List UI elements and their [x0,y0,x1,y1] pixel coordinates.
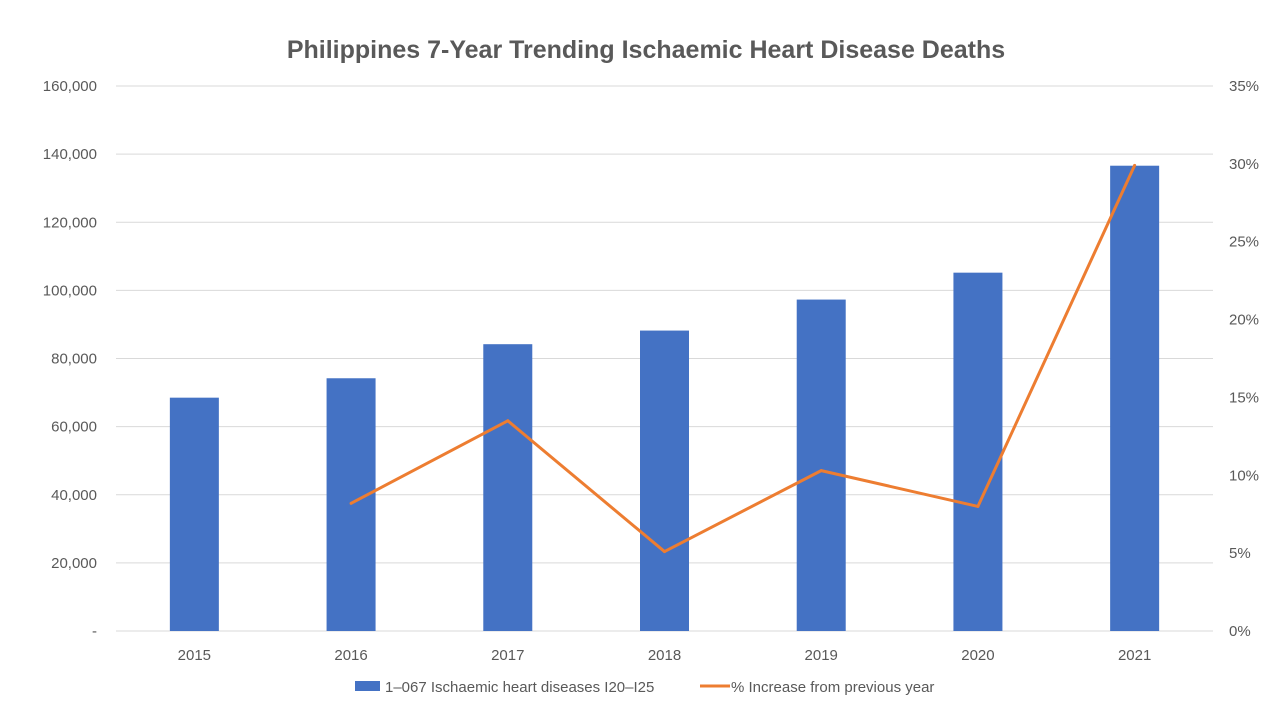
y-right-tick-label: 10% [1229,467,1259,484]
x-tick-label: 2017 [491,647,524,664]
x-tick-label: 2021 [1118,647,1151,664]
y-right-tick-label: 25% [1229,234,1259,251]
y-axis-right: 0% 5% 10% 15% 20% 25% 30% 35% [1229,78,1259,640]
y-left-tick-label: 20,000 [51,555,97,572]
chart-title: Philippines 7-Year Trending Ischaemic He… [287,36,1005,64]
y-axis-left: - 20,000 40,000 60,000 80,000 100,000 120,000 1… [43,78,97,640]
bar [483,344,533,631]
y-left-tick-label: 120,000 [43,214,97,231]
legend-swatch-bars [355,681,380,691]
y-left-tick-label: 80,000 [51,351,97,368]
y-right-tick-label: 20% [1229,312,1259,329]
x-tick-label: 2015 [178,647,211,664]
y-right-tick-label: 5% [1229,545,1251,562]
bar [640,330,689,631]
x-tick-label: 2019 [805,647,838,664]
x-tick-label: 2018 [648,647,681,664]
line-series [349,163,1137,554]
y-left-tick-label: 100,000 [43,282,97,299]
x-tick-label: 2020 [961,647,994,664]
y-right-tick-label: 0% [1229,623,1251,640]
bar [796,299,846,631]
legend-label-line: % Increase from previous year [731,679,934,696]
y-left-tick-label: 40,000 [51,487,97,504]
bar [1110,165,1160,632]
y-right-tick-label: 30% [1229,156,1259,173]
series-line [350,164,1137,554]
y-left-tick-label: 160,000 [43,78,97,95]
bar-series [169,165,1160,632]
line-point [663,550,666,554]
line-point [1133,163,1137,167]
x-axis: 2015 2016 2017 2018 2019 2020 2021 [178,647,1152,664]
bar [953,272,1003,631]
y-left-tick-label: 140,000 [43,146,97,163]
line-point [349,501,353,505]
bar [169,397,219,631]
y-right-tick-label: 15% [1229,389,1259,406]
y-left-tick-label: - [92,623,97,640]
legend-label-bars: 1–067 Ischaemic heart diseases I20–I25 [385,679,654,696]
line-point [976,504,980,508]
y-right-tick-label: 35% [1229,78,1259,95]
line-point [819,469,823,473]
x-tick-label: 2016 [334,647,367,664]
line-point [506,419,510,423]
legend: 1–067 Ischaemic heart diseases I20–I25 %… [355,679,934,696]
y-left-tick-label: 60,000 [51,419,97,436]
